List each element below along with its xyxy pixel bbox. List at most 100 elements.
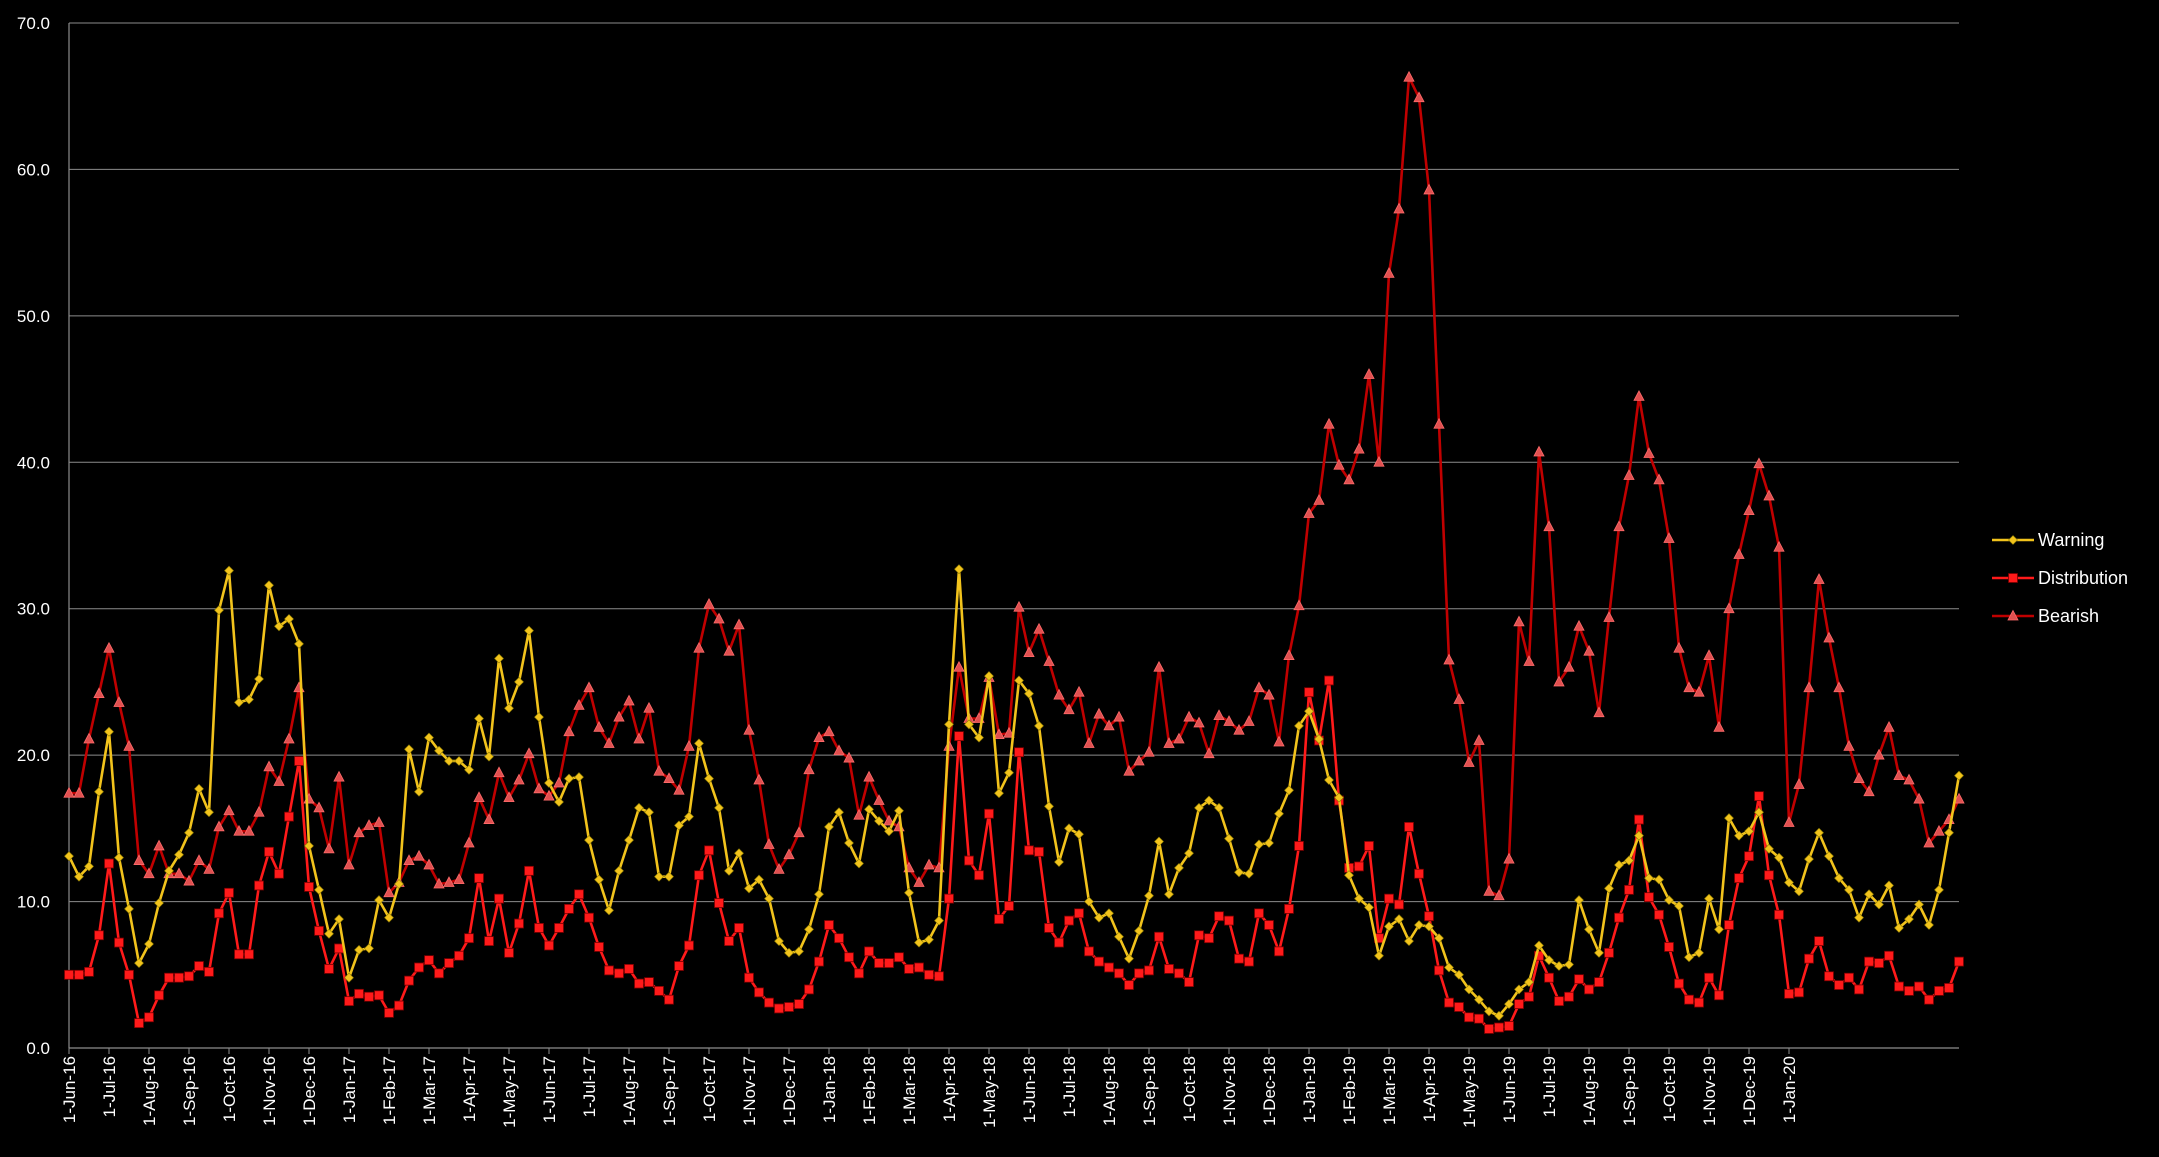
y-tick-label: 0.0 xyxy=(26,1039,50,1058)
data-point-bearish xyxy=(73,786,85,798)
data-point-warning xyxy=(1374,950,1384,961)
data-point-warning xyxy=(1944,827,1954,838)
data-point-bearish xyxy=(523,747,535,759)
y-tick-label: 40.0 xyxy=(17,453,50,472)
data-point-bearish xyxy=(1463,756,1475,767)
data-point-bearish xyxy=(203,862,215,874)
data-point-bearish xyxy=(1483,884,1495,896)
data-point-bearish xyxy=(243,824,255,836)
data-point-distribution xyxy=(1864,956,1874,967)
data-point-distribution xyxy=(714,898,724,908)
data-point-warning xyxy=(1644,873,1654,884)
data-point-bearish xyxy=(443,876,455,887)
data-point-distribution xyxy=(264,846,274,857)
data-point-bearish xyxy=(1753,457,1765,469)
data-point-bearish xyxy=(733,618,745,630)
data-point-warning xyxy=(784,947,794,958)
data-point-bearish xyxy=(343,858,355,870)
data-point-bearish xyxy=(663,772,675,783)
data-point-bearish xyxy=(1383,267,1395,278)
data-point-warning xyxy=(904,887,914,898)
data-point-distribution xyxy=(1514,999,1524,1009)
data-point-distribution xyxy=(494,893,504,904)
data-point-warning xyxy=(444,756,454,766)
data-point-bearish xyxy=(1073,685,1085,697)
data-point-bearish xyxy=(1883,720,1895,732)
data-point-distribution xyxy=(1744,851,1754,862)
data-point-bearish xyxy=(793,826,805,838)
data-point-bearish xyxy=(63,786,75,798)
data-point-bearish xyxy=(1603,611,1615,622)
x-tick-label: 1-Jun-16 xyxy=(60,1056,79,1123)
data-point-bearish xyxy=(1393,202,1405,214)
data-point-bearish xyxy=(863,770,875,782)
data-point-distribution xyxy=(1394,899,1404,910)
data-point-bearish xyxy=(533,782,545,794)
data-point-warning xyxy=(1704,893,1714,904)
data-point-bearish xyxy=(1783,816,1795,827)
data-point-distribution xyxy=(1544,972,1554,983)
data-point-warning xyxy=(664,871,674,882)
data-point-distribution xyxy=(1654,909,1664,920)
data-point-bearish xyxy=(1833,681,1845,693)
x-tick-label: 1-Oct-18 xyxy=(1180,1056,1199,1122)
data-point-warning xyxy=(1834,873,1844,884)
data-point-distribution xyxy=(554,923,564,933)
data-point-bearish xyxy=(333,770,345,782)
x-axis-tick-labels: 1-Jun-16 1-Jul-16 1-Aug-16 1-Sep-16 1-Oct-16… xyxy=(60,1056,1799,1128)
data-point-warning xyxy=(174,849,184,860)
data-point-warning xyxy=(584,835,594,845)
data-point-distribution xyxy=(834,933,844,944)
data-point-warning xyxy=(1614,860,1624,870)
data-point-bearish xyxy=(653,764,665,776)
data-point-bearish xyxy=(673,783,685,795)
data-point-bearish xyxy=(1743,504,1755,516)
data-point-distribution xyxy=(1244,956,1254,967)
data-point-warning xyxy=(994,788,1004,799)
x-tick-label: 1-Mar-19 xyxy=(1380,1056,1399,1125)
data-point-bearish xyxy=(1153,660,1165,672)
data-point-warning xyxy=(364,943,374,954)
data-point-distribution xyxy=(374,990,384,1001)
data-point-bearish xyxy=(233,824,245,836)
data-point-bearish xyxy=(403,854,415,865)
data-point-warning xyxy=(1324,775,1334,785)
data-point-warning xyxy=(64,851,74,862)
data-point-distribution xyxy=(1144,965,1154,976)
data-point-bearish xyxy=(1863,785,1875,797)
data-point-distribution xyxy=(1364,841,1374,851)
data-point-distribution xyxy=(864,946,874,957)
data-point-bearish xyxy=(103,641,115,653)
data-point-distribution xyxy=(1824,971,1834,982)
data-point-distribution xyxy=(624,964,634,974)
data-point-warning xyxy=(1604,883,1614,894)
data-point-bearish xyxy=(1033,622,1045,634)
data-point-warning xyxy=(264,580,274,591)
x-tick-label: 1-Jan-20 xyxy=(1780,1056,1799,1123)
data-point-warning xyxy=(1564,959,1574,970)
data-point-warning xyxy=(544,778,554,788)
data-point-bearish xyxy=(1513,615,1525,627)
data-point-distribution xyxy=(134,1018,144,1029)
data-point-warning xyxy=(204,807,214,818)
x-tick-label: 1-Aug-17 xyxy=(620,1056,639,1126)
y-tick-label: 70.0 xyxy=(17,14,50,33)
data-point-bearish xyxy=(1823,631,1835,643)
data-point-warning xyxy=(1084,896,1094,907)
x-tick-label: 1-May-18 xyxy=(980,1056,999,1128)
data-point-distribution xyxy=(1054,937,1064,948)
data-point-distribution xyxy=(814,956,824,967)
data-point-warning xyxy=(84,861,94,872)
data-point-distribution xyxy=(1224,915,1234,926)
data-point-warning xyxy=(1524,977,1534,988)
data-point-warning xyxy=(1224,833,1234,844)
data-point-warning xyxy=(924,934,934,945)
data-point-distribution xyxy=(404,975,414,986)
data-point-distribution xyxy=(114,937,124,948)
data-point-distribution xyxy=(1204,933,1214,944)
data-point-distribution xyxy=(1134,968,1144,979)
y-tick-label: 60.0 xyxy=(17,160,50,179)
data-point-warning xyxy=(1394,914,1404,925)
x-tick-label: 1-Jan-18 xyxy=(820,1056,839,1123)
